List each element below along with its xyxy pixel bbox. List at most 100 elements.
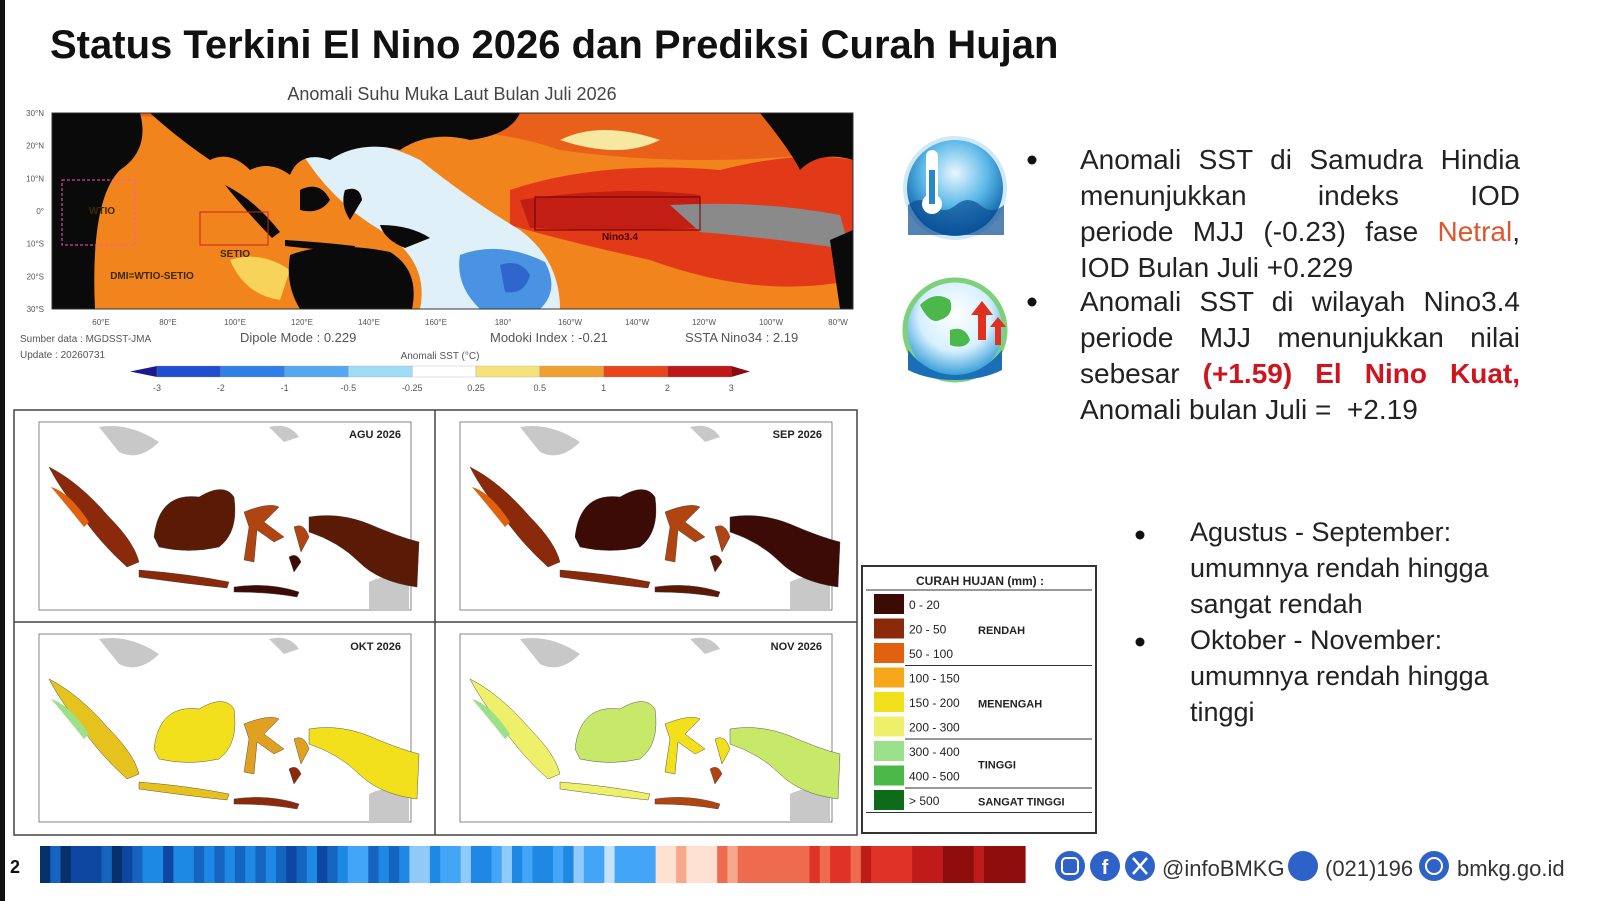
legend-swatch (874, 765, 904, 786)
island (472, 699, 510, 739)
colorbar-label: -2 (217, 383, 225, 393)
land (380, 225, 430, 248)
note-line: IOD Bulan Juli +0.229 (1080, 250, 1520, 286)
legend-swatch (874, 594, 904, 614)
land (920, 296, 970, 347)
climate-stripe (1004, 846, 1016, 883)
social-handle[interactable]: @infoBMKG (1162, 856, 1285, 881)
region-box (534, 196, 701, 231)
climate-stripe (501, 846, 513, 883)
climate-stripe (286, 846, 298, 883)
climate-stripe (522, 846, 534, 883)
legend-range: > 500 (909, 794, 940, 808)
island (574, 701, 657, 763)
website[interactable]: bmkg.go.id (1457, 856, 1565, 881)
climate-stripe (460, 846, 472, 883)
land (300, 186, 330, 212)
climate-stripe (819, 846, 831, 883)
climate-stripe (511, 846, 523, 883)
legend-swatch (874, 790, 904, 810)
sst-region (230, 256, 290, 300)
lon-label: 80°W (828, 318, 848, 327)
phone-number[interactable]: (021)196 (1325, 856, 1413, 881)
legend-category: RENDAH (978, 625, 1025, 637)
lon-label: 60°E (92, 318, 109, 327)
colorbar-label: 2 (665, 383, 670, 393)
lon-label: 80°E (159, 318, 176, 327)
colorbar-label: -0.5 (341, 383, 357, 393)
colorbar-title: Anomali SST (°C) (401, 351, 480, 362)
arrows-up (971, 301, 1006, 345)
note-text: menunjukkan indeks IOD (1080, 180, 1520, 211)
climate-stripe (809, 846, 821, 883)
sst-region (560, 130, 660, 150)
lon-label: 100°E (224, 318, 246, 327)
neighbor-land (520, 425, 830, 610)
climate-stripe (953, 846, 965, 883)
bullet (1135, 530, 1145, 540)
island (153, 489, 236, 551)
island (559, 781, 651, 801)
colorbar-label: 0.5 (534, 383, 547, 393)
climate-stripe (419, 846, 431, 883)
colorbar-end (130, 366, 157, 377)
phone-icon (1288, 851, 1318, 881)
update: Update : 20260731 (20, 350, 106, 361)
climate-stripe (234, 846, 246, 883)
climate-stripe (347, 846, 359, 883)
island (654, 797, 721, 810)
climate-stripe (224, 846, 236, 883)
climate-stripe (850, 846, 862, 883)
colorbar-label: 0.25 (467, 383, 485, 393)
climate-stripe (265, 846, 277, 883)
climate-stripe (994, 846, 1006, 883)
island (293, 737, 310, 765)
climate-stripe (491, 846, 503, 883)
legend-range: 300 - 400 (909, 745, 960, 759)
lat-label: 10°N (26, 174, 44, 183)
colorbar-segment (539, 365, 604, 378)
island (664, 505, 706, 563)
climate-stripe (152, 846, 164, 883)
note-line: periode MJJ menunjukkan nilai (1080, 320, 1520, 356)
colorbar-label: 1 (601, 383, 606, 393)
climate-stripe (583, 846, 595, 883)
climate-stripe (358, 846, 369, 883)
sst-map: WTIOSETIODMI=WTIO-SETIONino3.430°N20°N10… (20, 109, 854, 393)
page-number: 2 (10, 857, 20, 877)
note-text: Anomali SST di wilayah Nino3.4 (1080, 286, 1520, 317)
climate-stripe (481, 846, 493, 883)
note-line: sebesar (+1.59) El Nino Kuat, (1080, 356, 1520, 392)
climate-stripe (912, 846, 923, 883)
climate-stripe (922, 846, 934, 883)
island (574, 489, 657, 551)
thermometer-level (929, 170, 935, 204)
land (343, 188, 362, 220)
legend-range: 400 - 500 (909, 770, 960, 784)
island (288, 555, 302, 573)
lon-label: 120°E (291, 318, 313, 327)
colorbar-segment (603, 365, 668, 378)
climate-stripe (470, 846, 482, 883)
island (233, 797, 300, 810)
bullet (1135, 637, 1145, 647)
legend-range: 150 - 200 (909, 696, 960, 710)
region-box (61, 179, 136, 246)
facebook-glyph: f (1102, 857, 1109, 879)
climate-stripe (604, 846, 616, 883)
note-text: (+1.59) El Nino Kuat, (1202, 358, 1520, 389)
climate-stripe (327, 846, 339, 883)
climate-stripe (542, 846, 554, 883)
climate-stripe (122, 846, 133, 883)
climate-stripe (573, 846, 585, 883)
climate-stripe (204, 846, 216, 883)
region-box (199, 211, 269, 246)
island (729, 727, 841, 800)
web-glyph (1425, 857, 1443, 875)
panel-title: OKT 2026 (350, 641, 401, 653)
sst-map-title: Anomali Suhu Muka Laut Bulan Juli 2026 (287, 84, 616, 104)
island (138, 569, 230, 589)
colorbar-segment (475, 365, 540, 378)
slide-title: Status Terkini El Nino 2026 dan Prediksi… (50, 23, 1058, 67)
rain-map-panel: NOV 2026 (459, 633, 841, 823)
